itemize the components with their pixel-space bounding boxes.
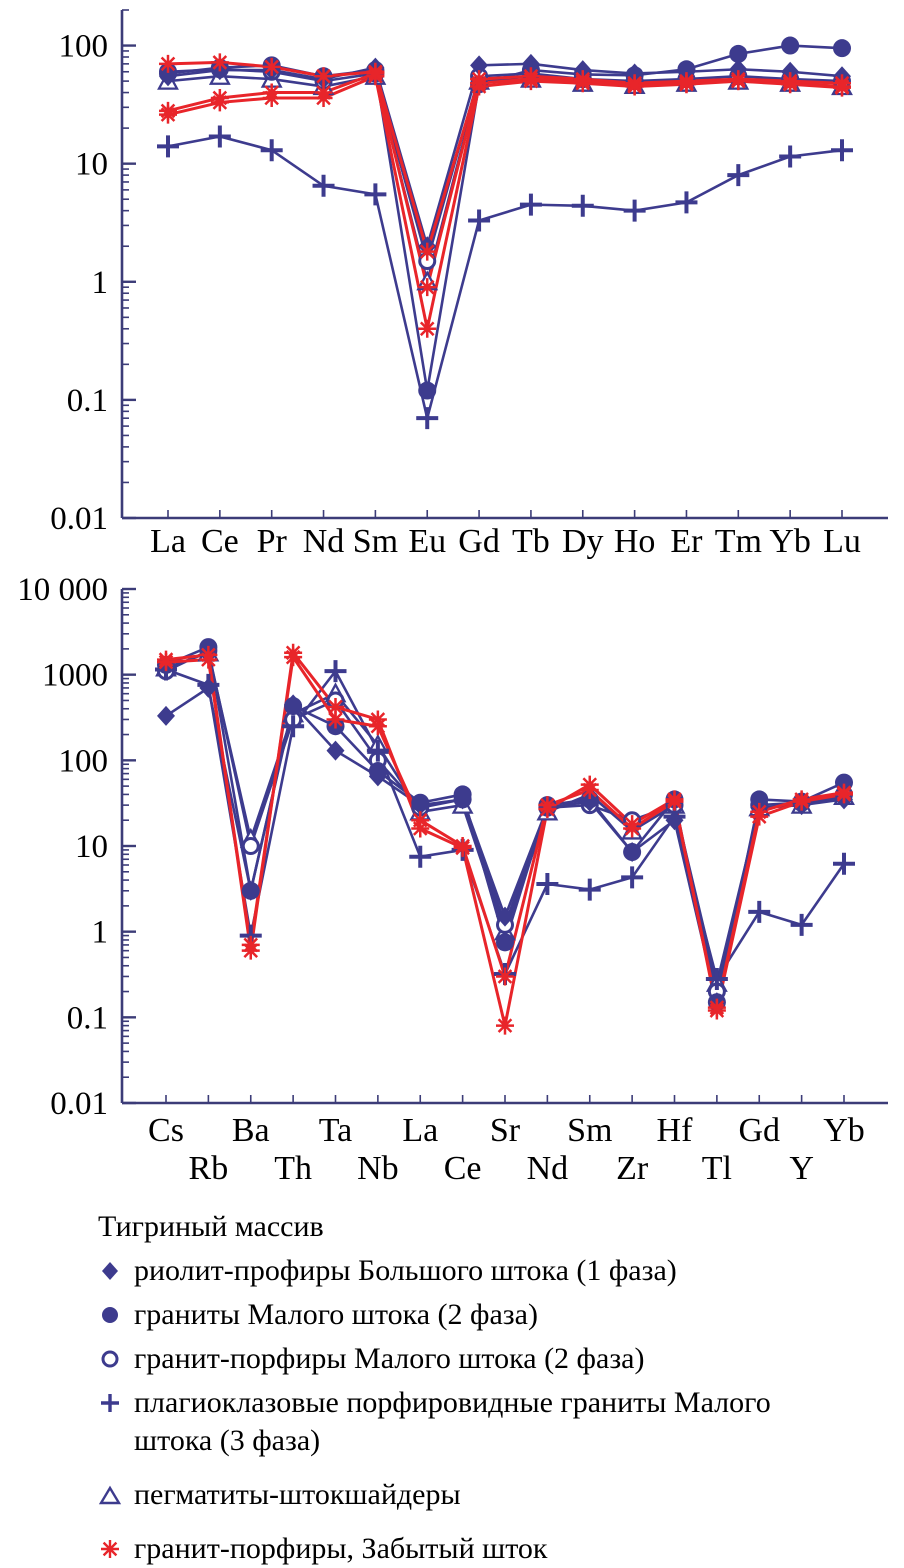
legend-item-riolite: риолит-профиры Большого штока (1 фаза) (98, 1252, 904, 1290)
legend-item-granite-porphyry: гранит-порфиры Малого штока (2 фаза) (98, 1340, 904, 1378)
svg-text:Nb: Nb (357, 1150, 399, 1187)
svg-text:La: La (150, 523, 186, 560)
legend-item-label: пегматиты-штокшайдеры (134, 1478, 461, 1511)
svg-text:Ce: Ce (444, 1150, 482, 1187)
svg-text:Lu: Lu (823, 523, 861, 560)
svg-text:0.01: 0.01 (50, 501, 108, 537)
svg-text:100: 100 (59, 29, 109, 65)
legend-item-label: плагиоклазовые порфировидные граниты Мал… (134, 1386, 771, 1457)
svg-text:Nd: Nd (527, 1150, 569, 1187)
svg-text:Tb: Tb (512, 523, 550, 560)
svg-text:10: 10 (75, 147, 108, 183)
legend-item-plagioclase-granites: плагиоклазовые порфировидные граниты Мал… (98, 1384, 904, 1460)
svg-text:1: 1 (92, 265, 109, 301)
open-triangle-marker-icon (98, 1476, 134, 1514)
svg-text:Nd: Nd (303, 523, 345, 560)
svg-text:Ho: Ho (614, 523, 656, 560)
open-circle-marker-icon (98, 1340, 134, 1378)
svg-text:Er: Er (670, 523, 703, 560)
svg-text:10 000: 10 000 (17, 575, 108, 608)
svg-text:0.1: 0.1 (67, 383, 108, 419)
svg-text:0.01: 0.01 (50, 1086, 108, 1122)
svg-text:10: 10 (75, 829, 108, 865)
svg-text:1: 1 (92, 915, 109, 951)
legend-item-zabyty-stock: гранит-порфиры, Забытый шток (98, 1530, 904, 1568)
asterisk-marker-icon (98, 1530, 134, 1568)
svg-text:Zr: Zr (616, 1150, 649, 1187)
legend-title: Тигриный массив (98, 1210, 324, 1243)
svg-text:1000: 1000 (42, 658, 108, 694)
svg-text:Ta: Ta (319, 1112, 353, 1149)
svg-text:Yb: Yb (823, 1112, 865, 1149)
svg-text:La: La (402, 1112, 438, 1149)
svg-text:Gd: Gd (738, 1112, 780, 1149)
svg-text:Hf: Hf (657, 1112, 694, 1149)
legend-item-pegmatites: пегматиты-штокшайдеры (98, 1476, 904, 1514)
svg-text:Ce: Ce (201, 523, 239, 560)
legend-item-label: гранит-порфиры, Забытый шток (134, 1532, 548, 1565)
svg-text:Tm: Tm (715, 523, 762, 560)
svg-text:Sm: Sm (567, 1112, 612, 1149)
legend-item-label: риолит-профиры Большого штока (1 фаза) (134, 1254, 677, 1287)
ree-chondrite-chart: 100 10 1 0.1 0.01 La Ce Pr Nd Sm Eu Gd Tb Dy Ho Er Tm Yb L… (50, 9, 888, 560)
svg-text:Tl: Tl (702, 1150, 732, 1187)
svg-text:Y: Y (789, 1150, 814, 1187)
svg-text:100: 100 (59, 743, 109, 779)
legend-item-granites: граниты Малого штока (2 фаза) (98, 1296, 904, 1334)
svg-text:Pr: Pr (257, 523, 288, 560)
legend-item-label: граниты Малого штока (2 фаза) (134, 1298, 538, 1331)
legend: Тигриный массив риолит-профиры Большого … (98, 1208, 904, 1568)
svg-text:Dy: Dy (562, 523, 604, 560)
svg-text:Sm: Sm (353, 523, 398, 560)
svg-text:Eu: Eu (408, 523, 446, 560)
svg-text:Th: Th (274, 1150, 312, 1187)
circle-marker-icon (98, 1296, 134, 1334)
svg-text:Sr: Sr (490, 1112, 521, 1149)
multielement-spider-chart: 10 00010001001010.10.01CsRbBaThTaNbLaCeS… (17, 575, 888, 1187)
svg-text:Rb: Rb (189, 1150, 229, 1187)
svg-text:Yb: Yb (769, 523, 811, 560)
plus-marker-icon (98, 1384, 134, 1422)
svg-text:0.1: 0.1 (67, 1000, 108, 1036)
legend-item-label: гранит-порфиры Малого штока (2 фаза) (134, 1342, 645, 1375)
svg-text:Ba: Ba (232, 1112, 270, 1149)
svg-text:Gd: Gd (458, 523, 500, 560)
diamond-marker-icon (98, 1252, 134, 1290)
svg-text:Cs: Cs (148, 1112, 184, 1149)
